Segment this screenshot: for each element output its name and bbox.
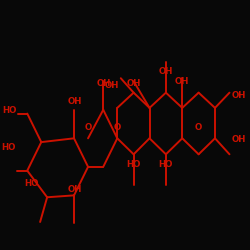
Text: OH: OH bbox=[159, 66, 173, 76]
Text: O: O bbox=[114, 123, 121, 132]
Text: HO: HO bbox=[159, 160, 173, 169]
Text: OH: OH bbox=[231, 91, 246, 100]
Text: OH: OH bbox=[68, 185, 82, 194]
Text: HO: HO bbox=[24, 179, 39, 188]
Text: O: O bbox=[84, 123, 92, 132]
Text: HO: HO bbox=[126, 160, 141, 169]
Text: O: O bbox=[195, 123, 202, 132]
Text: OH: OH bbox=[105, 82, 119, 90]
Text: OH: OH bbox=[68, 98, 82, 106]
Text: OH: OH bbox=[126, 79, 141, 88]
Text: OH: OH bbox=[231, 135, 246, 144]
Text: HO: HO bbox=[2, 106, 17, 116]
Text: OH: OH bbox=[96, 79, 111, 88]
Text: OH: OH bbox=[175, 77, 190, 86]
Text: HO: HO bbox=[2, 144, 16, 152]
